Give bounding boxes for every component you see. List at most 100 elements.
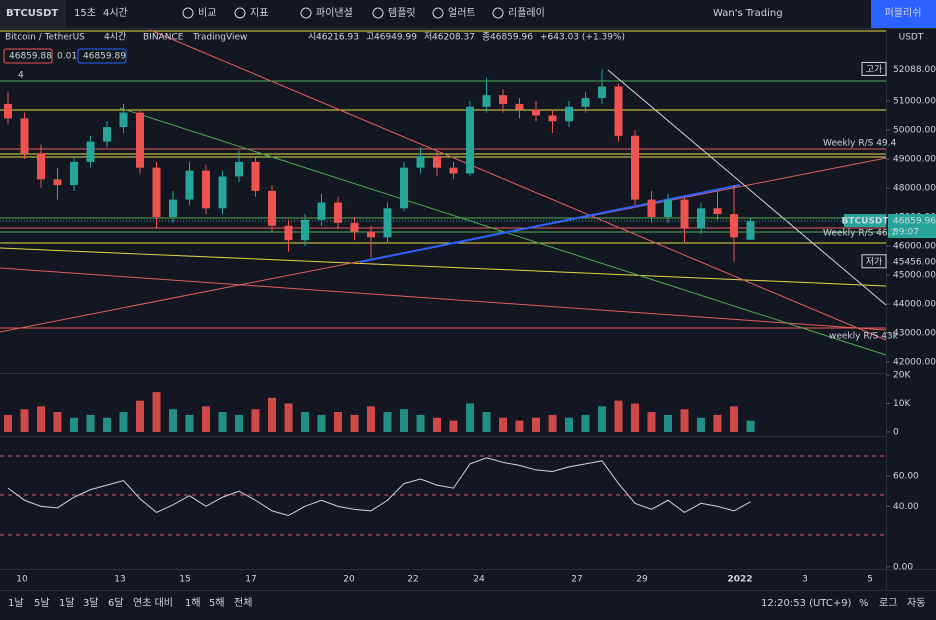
volume-bar xyxy=(251,409,260,432)
toolbar-icon xyxy=(300,7,312,19)
last-price: 46859.96 xyxy=(893,217,936,227)
bid: 46859.88 xyxy=(9,52,52,62)
candle-body xyxy=(499,95,507,104)
volume-bar xyxy=(400,409,408,432)
candle-body xyxy=(86,141,95,162)
volume-bar xyxy=(268,397,276,432)
volume-bar xyxy=(433,417,441,432)
volume-bar xyxy=(70,417,78,432)
candle-body xyxy=(598,86,606,99)
range-button[interactable]: 1해 xyxy=(185,596,201,609)
range-button[interactable]: 5날 xyxy=(34,597,50,609)
high_marker-tag: 고가 xyxy=(866,64,883,75)
legend-close_label: 종 xyxy=(482,32,490,43)
volume-bar xyxy=(350,414,359,432)
publish-button[interactable] xyxy=(871,0,936,28)
time-label: 5 xyxy=(867,575,873,585)
candle-body xyxy=(383,208,392,238)
candle-body xyxy=(631,135,639,200)
candle-body xyxy=(664,199,672,217)
volume-bar xyxy=(680,409,689,432)
toolbar-icon xyxy=(492,7,504,19)
volume-bar xyxy=(416,414,425,432)
low_marker-label-bg xyxy=(888,254,936,268)
time-label: 17 xyxy=(245,575,256,585)
rsi-tick-label: 0.00 xyxy=(893,563,913,573)
toolbar-icon xyxy=(182,7,194,19)
currency: USDT xyxy=(899,33,924,43)
candle-body xyxy=(416,156,425,168)
last-price-symbol: BTCUSDT xyxy=(841,217,889,227)
candle-body xyxy=(169,199,177,217)
legend-source: TradingView xyxy=(192,33,247,43)
legend-change: +643.03 (+1.39%) xyxy=(540,33,625,43)
candle-body xyxy=(515,103,524,110)
volume-bar xyxy=(449,420,458,432)
legend-title: Bitcoin / TetherUS xyxy=(5,33,85,43)
log-toggle[interactable]: 로그 xyxy=(879,598,897,609)
percent-toggle[interactable]: % xyxy=(859,598,869,609)
volume-bar xyxy=(713,414,722,432)
candle-body xyxy=(4,103,12,119)
candle-body xyxy=(482,95,491,107)
range-button[interactable]: 1달 xyxy=(59,597,75,609)
layout-name: Wan's Trading xyxy=(713,8,783,19)
range-button[interactable]: 6달 xyxy=(108,597,124,609)
range-button[interactable]: 연초 대비 xyxy=(133,597,173,609)
low_marker-tag: 저가 xyxy=(866,256,883,267)
symbol: BTCUSDT xyxy=(6,8,58,19)
candle-body xyxy=(136,112,144,168)
volume-bar xyxy=(548,414,557,432)
range-button[interactable]: 1날 xyxy=(8,597,24,609)
interval: 15초 xyxy=(74,7,96,19)
range-button[interactable]: 3달 xyxy=(83,597,99,609)
legend-low: 46208.37 xyxy=(432,33,475,43)
volume-bar xyxy=(499,417,507,432)
spread: 0.01 xyxy=(57,52,77,62)
volume-bar xyxy=(746,420,755,432)
volume-bar xyxy=(515,420,524,432)
symbol-box[interactable] xyxy=(0,0,66,28)
candle-body xyxy=(466,106,474,174)
volume-bar xyxy=(202,406,210,432)
candle-body xyxy=(119,112,128,128)
volume-bar xyxy=(53,412,62,432)
high_marker-label-bg xyxy=(888,62,936,76)
volume-bar xyxy=(532,417,540,432)
rsi-tick-label: 60.00 xyxy=(893,472,919,482)
legend-close: 46859.96 xyxy=(490,33,533,43)
annotation: Weekly R/S 46.7 xyxy=(823,229,896,239)
price-tick-label: 44000.00 xyxy=(893,300,936,310)
toolbar-button: 템플릿 xyxy=(388,7,416,19)
rsi-line xyxy=(7,457,751,516)
volume-bar xyxy=(301,412,309,432)
volume-tick-label: 0 xyxy=(893,428,899,438)
range-button[interactable]: 전체 xyxy=(234,597,252,609)
low_marker-tag-bg xyxy=(861,254,887,269)
volume-bar xyxy=(466,403,474,432)
rsi-tick-label: 40.00 xyxy=(893,502,919,512)
candle-body xyxy=(680,199,689,229)
publish-label: 퍼블리쉬 xyxy=(885,7,922,19)
volume-bar xyxy=(334,412,342,432)
auto-toggle[interactable]: 자동 xyxy=(907,597,925,609)
countdown: 39:07 xyxy=(893,228,919,238)
candle-body xyxy=(713,208,722,215)
time-label: 2022 xyxy=(727,575,752,585)
volume-bar xyxy=(647,412,656,432)
volume-bar xyxy=(730,406,738,432)
candle-body xyxy=(647,199,656,217)
toolbar-icon xyxy=(234,7,246,19)
volume-bar xyxy=(598,406,606,432)
candle-body xyxy=(301,219,309,241)
candle-body xyxy=(449,167,458,174)
time-label: 29 xyxy=(636,575,648,585)
time-label: 3 xyxy=(802,575,808,585)
price-tick-label: 48000.00 xyxy=(893,184,936,194)
range-button[interactable]: 5해 xyxy=(209,596,225,609)
last-price-bg xyxy=(888,214,936,239)
volume-bar xyxy=(581,414,590,432)
indicator-count: 4 xyxy=(18,71,24,81)
candle-body xyxy=(70,161,78,186)
